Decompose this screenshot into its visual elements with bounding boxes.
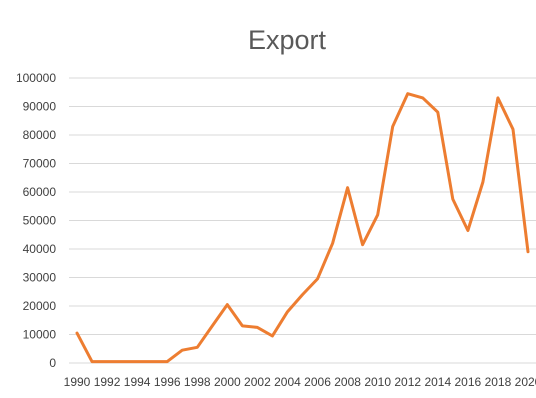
gridlines [69,77,536,364]
data-point [451,198,454,201]
data-point [271,334,274,337]
y-tick-label: 90000 [23,100,57,114]
y-tick-label: 80000 [23,128,57,142]
data-point [121,360,124,363]
data-point [226,303,229,306]
data-point [76,332,79,335]
data-point [481,181,484,184]
x-tick-label: 2016 [455,375,482,389]
x-tick-label: 1990 [64,375,91,389]
data-point [466,229,469,232]
x-axis-tick-labels: 1990 1992 1994 1996 1998 2000 2002 2004 2006 2008… [64,375,536,389]
data-point [436,111,439,114]
data-point [301,293,304,296]
x-tick-label: 2020 [515,375,536,389]
data-point [496,96,499,99]
data-point [196,346,199,349]
x-tick-label: 2008 [334,375,361,389]
data-point [181,349,184,352]
x-tick-label: 2014 [424,375,451,389]
data-point [421,96,424,99]
data-point [151,360,154,363]
x-tick-label: 2018 [485,375,512,389]
data-point [346,186,349,189]
x-tick-label: 1994 [124,375,151,389]
x-tick-label: 2002 [244,375,271,389]
x-tick-label: 1992 [94,375,121,389]
data-point [406,92,409,95]
data-point [511,128,514,131]
data-point [286,310,289,313]
data-point [376,213,379,216]
y-tick-label: 50000 [23,214,57,228]
y-tick-label: 60000 [23,185,57,199]
data-point [166,360,169,363]
x-tick-label: 1996 [154,375,181,389]
y-tick-label: 40000 [23,242,57,256]
data-point [241,324,244,327]
y-axis-tick-labels: 0 10000 20000 30000 40000 50000 60000 70000 8000… [16,71,56,370]
data-point [91,360,94,363]
x-tick-label: 2006 [304,375,331,389]
data-point [256,326,259,329]
y-tick-label: 30000 [23,271,57,285]
data-point [316,277,319,280]
data-point [527,250,530,253]
x-tick-label: 2004 [274,375,301,389]
y-tick-label: 100000 [16,71,56,85]
y-tick-label: 10000 [23,328,57,342]
data-point [331,242,334,245]
x-tick-label: 2010 [364,375,391,389]
x-tick-label: 2000 [214,375,241,389]
data-point [211,324,214,327]
x-tick-label: 1998 [184,375,211,389]
data-point [106,360,109,363]
data-point [361,243,364,246]
y-tick-label: 20000 [23,299,57,313]
chart-title: Export [248,25,327,55]
y-tick-label: 0 [49,356,56,370]
data-point [391,125,394,128]
y-tick-label: 70000 [23,157,57,171]
series-layer [75,92,530,364]
x-tick-label: 2012 [394,375,421,389]
data-point [136,360,139,363]
series-line-export [75,92,530,364]
